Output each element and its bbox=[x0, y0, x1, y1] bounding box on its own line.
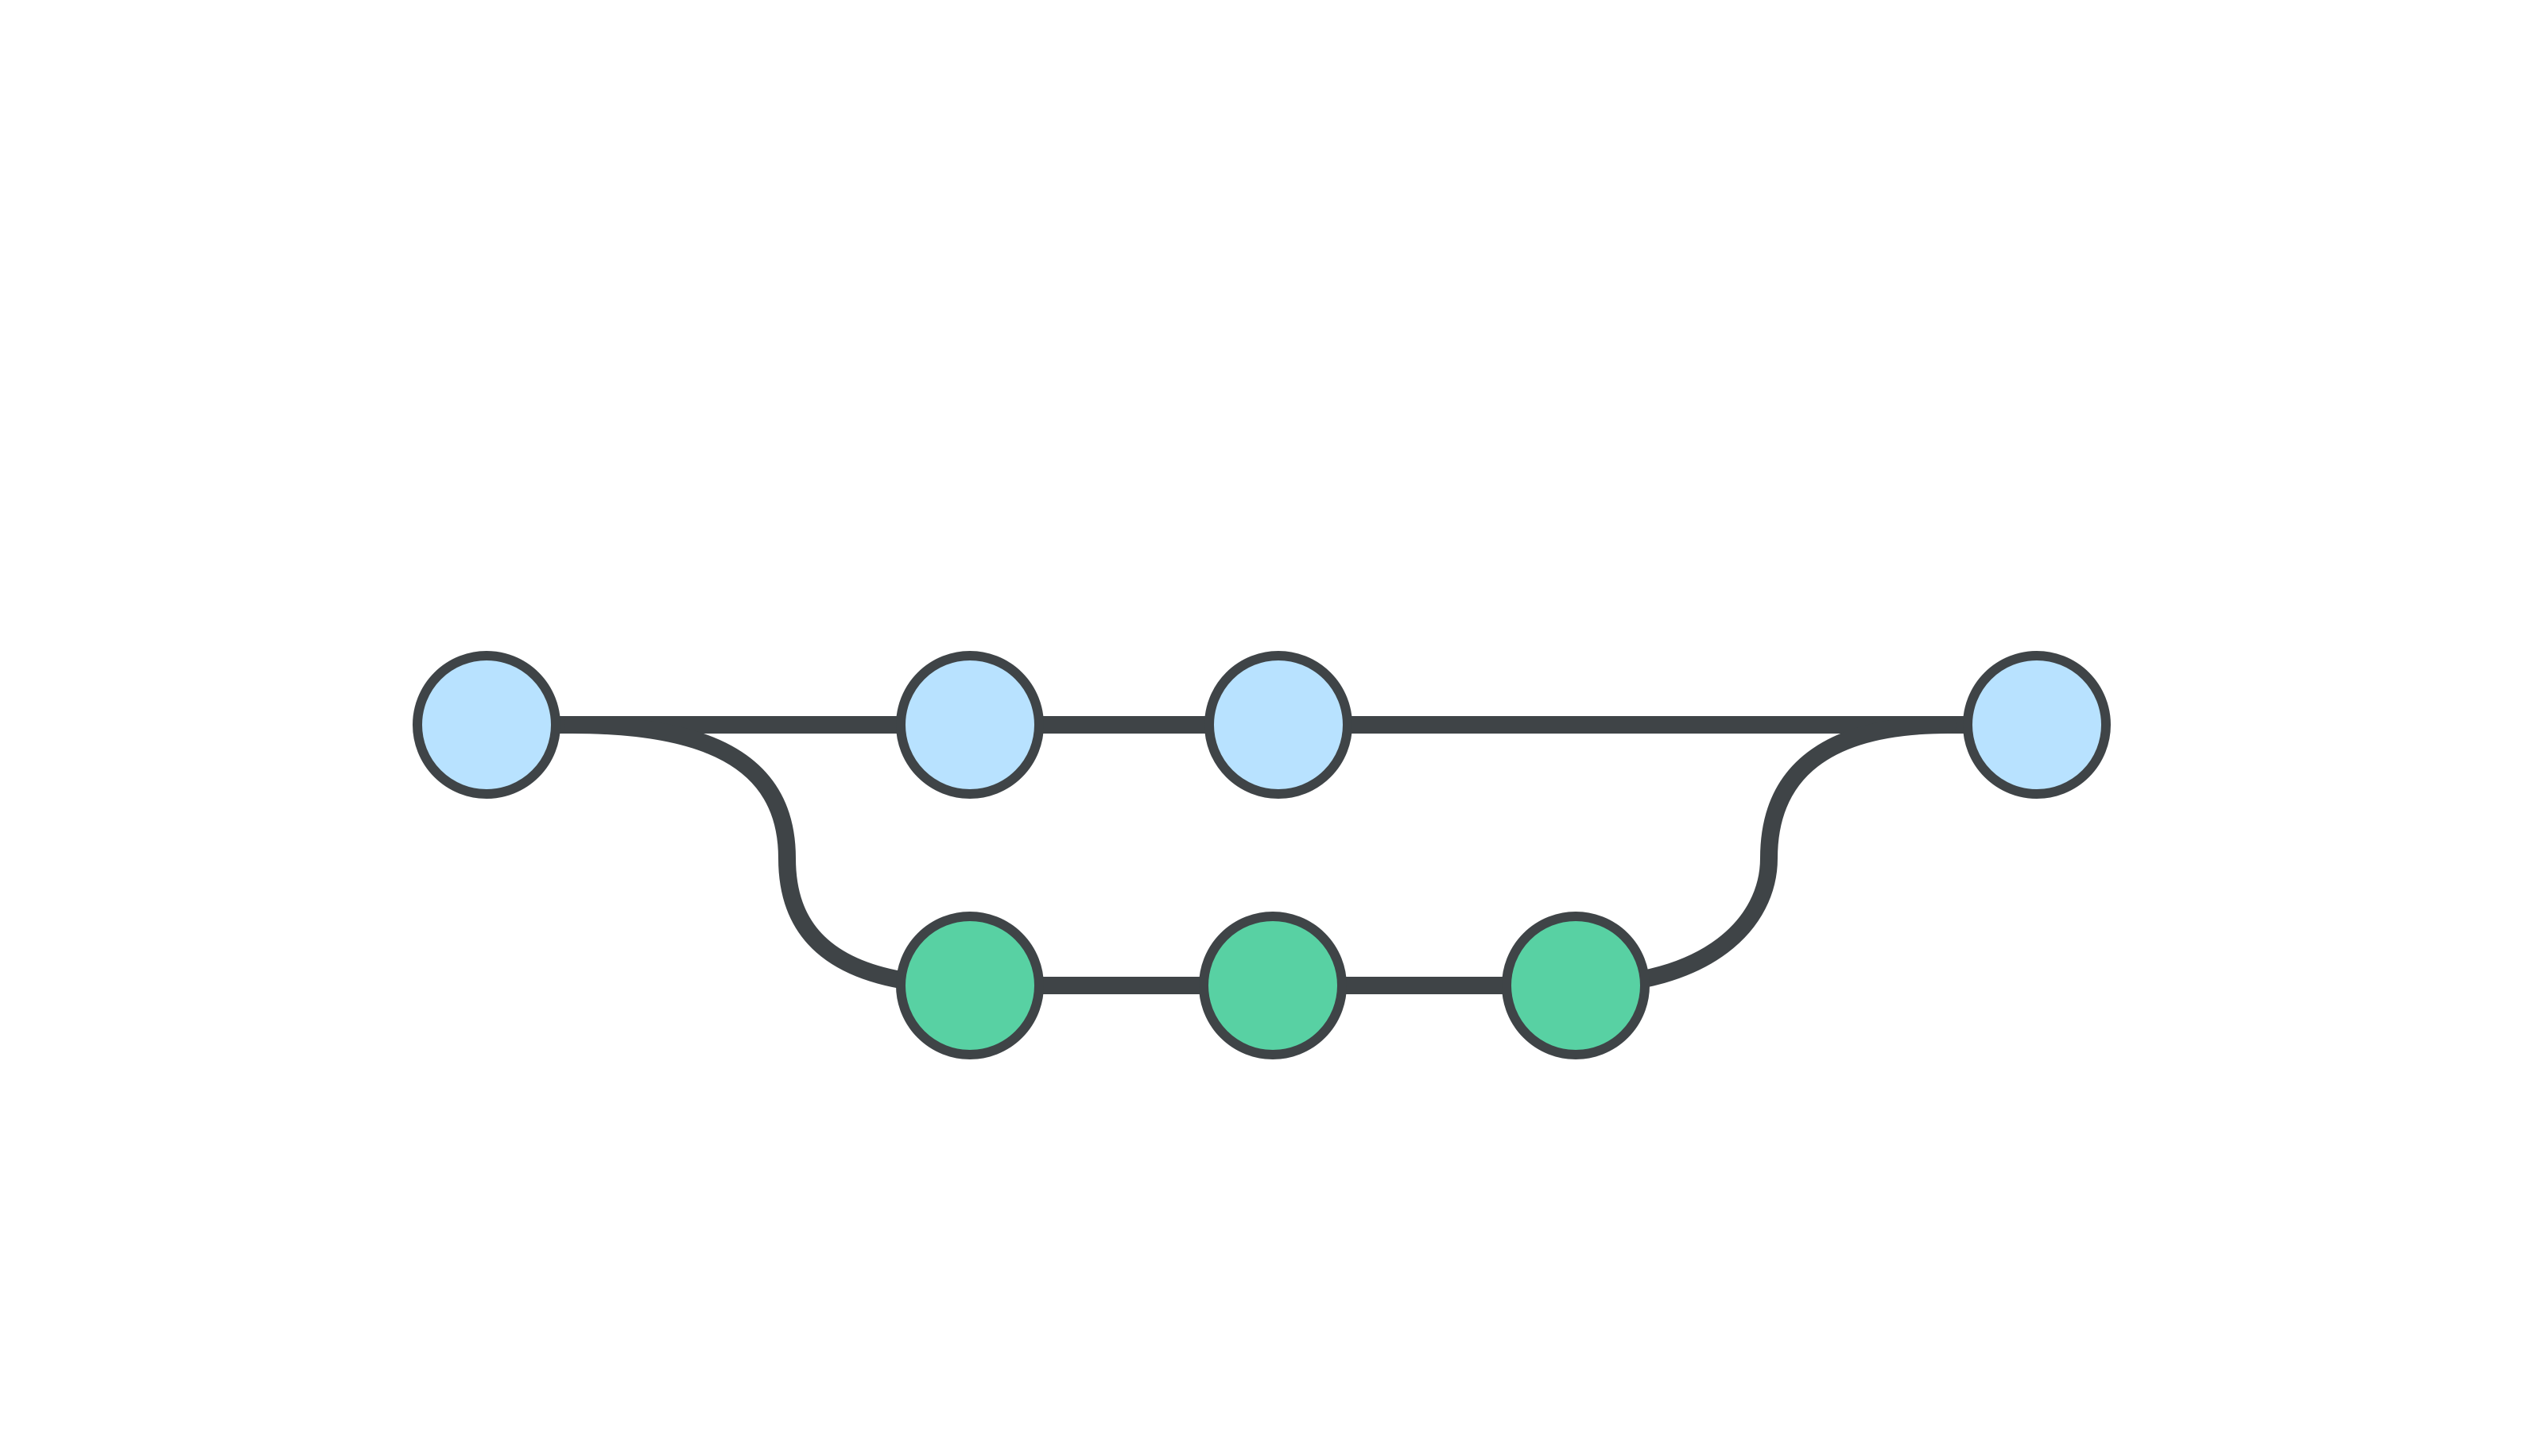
branch-off-connector bbox=[564, 716, 979, 994]
feature-commit-1[interactable] bbox=[896, 912, 1044, 1059]
main-branch-commits bbox=[413, 651, 2111, 799]
merge-connector bbox=[1567, 716, 1956, 994]
main-commit-4[interactable] bbox=[1963, 651, 2111, 799]
main-commit-2[interactable] bbox=[896, 651, 1044, 799]
feature-commit-3[interactable] bbox=[1502, 912, 1650, 1059]
main-commit-1[interactable] bbox=[413, 651, 560, 799]
feature-branch-commits bbox=[896, 912, 1650, 1059]
main-commit-3[interactable] bbox=[1204, 651, 1352, 799]
feature-commit-2[interactable] bbox=[1199, 912, 1347, 1059]
